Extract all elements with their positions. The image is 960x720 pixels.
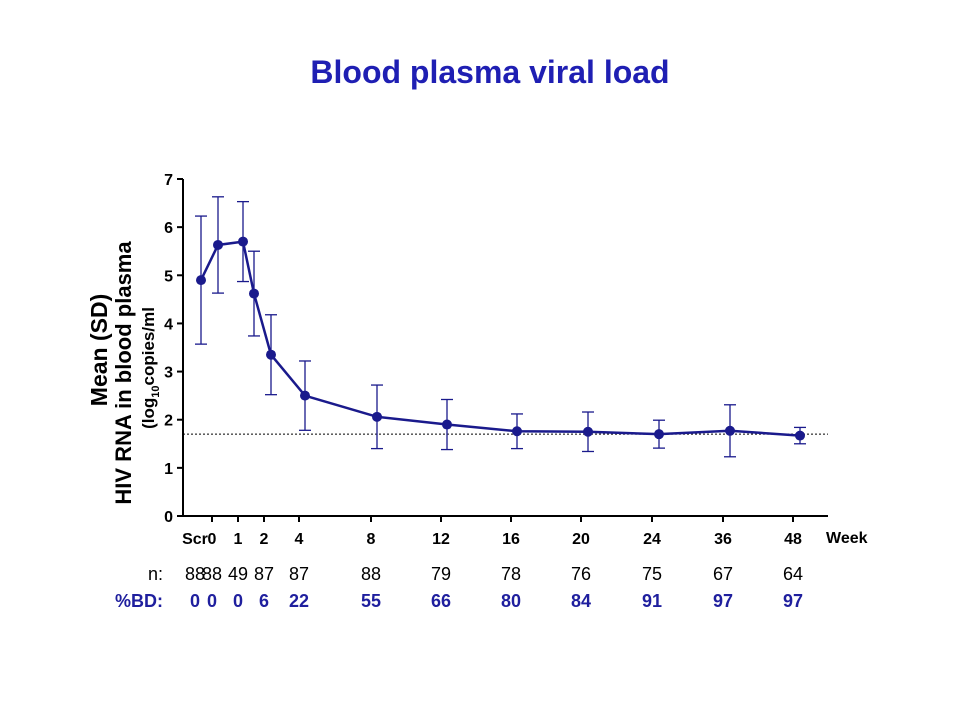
n-value: 49 [228, 564, 248, 584]
slide-title: Blood plasma viral load [310, 54, 670, 90]
y-axis-label-line2: HIV RNA in blood plasma [111, 241, 136, 505]
bd-value: 97 [713, 591, 733, 611]
bd-value: 0 [233, 591, 243, 611]
n-value: 88 [185, 564, 205, 584]
x-tick-label: 8 [367, 531, 376, 548]
data-point [249, 288, 259, 299]
n-value: 79 [431, 564, 451, 584]
x-tick-label: 2 [260, 531, 269, 548]
bd-value: 97 [783, 591, 803, 611]
data-point [512, 426, 522, 437]
data-point [654, 429, 664, 440]
data-point [372, 411, 382, 422]
bd-value: 0 [190, 591, 200, 611]
x-tick-label: 12 [432, 531, 450, 548]
y-axis-label-line3: (log10copies/ml [139, 307, 162, 429]
y-axis-label-suffix: copies/ml [139, 307, 158, 385]
x-tick-label: 48 [784, 531, 802, 548]
n-row-label: n: [148, 564, 163, 584]
n-value: 87 [254, 564, 274, 584]
bd-value: 22 [289, 591, 309, 611]
n-value: 88 [361, 564, 381, 584]
bd-value: 66 [431, 591, 451, 611]
bd-value: 91 [642, 591, 662, 611]
x-tick-label: 20 [572, 531, 590, 548]
y-axis-label: Mean (SD) HIV RNA in blood plasma (log10… [86, 241, 162, 505]
bd-value: 0 [207, 591, 217, 611]
data-point [725, 425, 735, 436]
data-point [196, 275, 206, 286]
y-tick-label: 2 [164, 413, 173, 430]
y-tick-label: 5 [164, 268, 173, 285]
y-tick-label: 1 [164, 461, 173, 478]
n-value: 78 [501, 564, 521, 584]
bd-value: 6 [259, 591, 269, 611]
bd-value: 84 [571, 591, 591, 611]
x-axis-label: Week [826, 530, 868, 547]
series-line [199, 240, 801, 437]
y-tick-label: 7 [164, 172, 173, 189]
x-tick-label: 16 [502, 531, 520, 548]
bd-value: 80 [501, 591, 521, 611]
n-value: 67 [713, 564, 733, 584]
y-axis-label-line1: Mean (SD) [86, 294, 112, 406]
n-value: 64 [783, 564, 803, 584]
x-tick-label: 4 [295, 531, 304, 548]
data-point [300, 390, 310, 401]
y-axis-label-prefix: (log [139, 398, 158, 429]
y-axis-label-subscript: 10 [150, 386, 162, 398]
n-value: 88 [202, 564, 222, 584]
y-tick-label: 0 [164, 509, 173, 526]
chart-axes: 0 1 2 3 4 5 6 7 [164, 172, 828, 526]
bd-row-label: %BD: [115, 591, 163, 611]
x-tick-labels: Scr 0 1 2 4 8 12 16 20 24 36 48 Week [182, 530, 868, 548]
error-bars [195, 196, 806, 458]
data-points [196, 236, 805, 441]
y-tick-label: 4 [164, 316, 173, 333]
data-point [213, 239, 223, 250]
x-tick-label: 0 [208, 531, 217, 548]
data-point [266, 349, 276, 360]
bd-value: 55 [361, 591, 381, 611]
series-line-group [199, 240, 801, 437]
n-value: 76 [571, 564, 591, 584]
x-tick-label: Scr [182, 531, 208, 548]
n-value: 75 [642, 564, 662, 584]
y-tick-label: 3 [164, 365, 173, 382]
data-point [442, 419, 452, 430]
x-tick-label: 1 [234, 531, 243, 548]
data-point [795, 430, 805, 441]
x-tick-label: 36 [714, 531, 732, 548]
data-point [238, 236, 248, 247]
y-tick-label: 6 [164, 220, 173, 237]
n-value: 87 [289, 564, 309, 584]
x-tick-label: 24 [643, 531, 661, 548]
data-point [583, 426, 593, 437]
